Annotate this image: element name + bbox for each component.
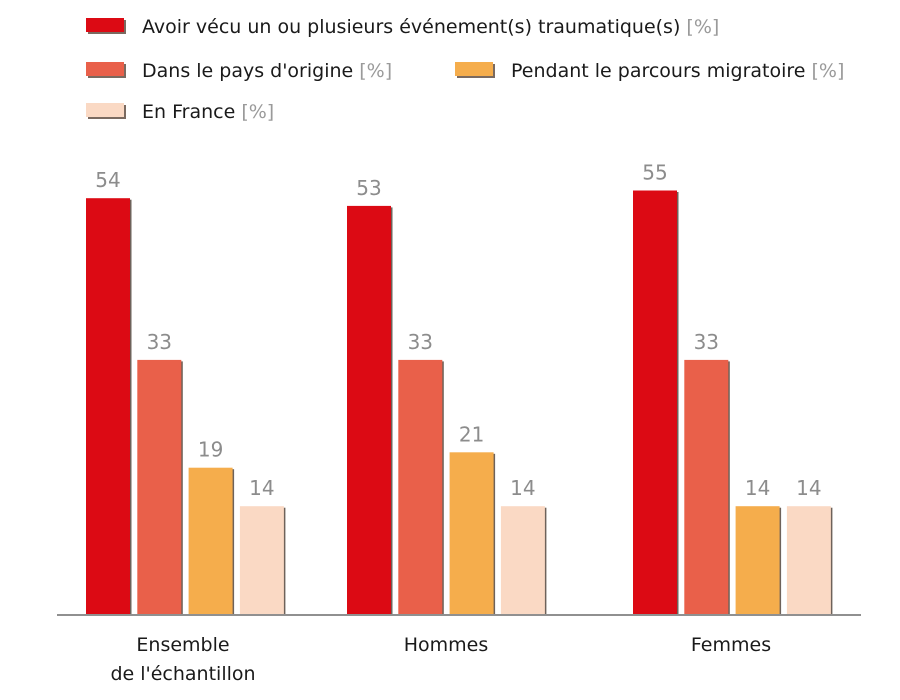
bar xyxy=(500,506,545,614)
legend-unit: [%] xyxy=(241,101,274,123)
bar xyxy=(188,467,233,614)
bar xyxy=(684,359,729,614)
bar-value-label: 14 xyxy=(249,476,274,500)
legend-item: Pendant le parcours migratoire [%] xyxy=(455,60,844,82)
bar-value-label: 33 xyxy=(147,330,172,354)
x-tick-label: de l'échantillon xyxy=(110,663,255,685)
bar-value-label: 14 xyxy=(745,476,770,500)
legend: Avoir vécu un ou plusieurs événement(s) … xyxy=(86,16,844,123)
bar xyxy=(449,452,494,614)
bar xyxy=(398,359,443,614)
bar xyxy=(86,198,130,614)
x-axis-categories: Ensemble de l'échantillon Hommes Femmes xyxy=(110,634,771,685)
value-labels: 54 33 19 14 53 33 21 14 55 33 14 14 xyxy=(95,161,821,501)
legend-item: En France [%] xyxy=(86,101,274,123)
bar-value-label: 19 xyxy=(198,438,223,462)
legend-item: Avoir vécu un ou plusieurs événement(s) … xyxy=(86,16,719,38)
x-tick-label: Femmes xyxy=(691,634,771,656)
legend-swatch xyxy=(455,62,493,76)
legend-item: Dans le pays d'origine [%] xyxy=(86,60,392,82)
legend-label: Dans le pays d'origine [%] xyxy=(142,60,392,82)
legend-unit: [%] xyxy=(359,60,392,82)
bar xyxy=(239,506,284,614)
bar-value-label: 54 xyxy=(95,168,120,192)
x-tick-label: Hommes xyxy=(404,634,489,656)
bar xyxy=(137,359,182,614)
legend-label: En France [%] xyxy=(142,101,274,123)
legend-swatch xyxy=(86,18,124,32)
legend-unit: [%] xyxy=(812,60,845,82)
bar-value-label: 55 xyxy=(642,161,667,185)
bars xyxy=(86,190,833,614)
legend-label: Pendant le parcours migratoire [%] xyxy=(511,60,844,82)
legend-swatch xyxy=(86,62,124,76)
legend-swatch xyxy=(86,103,124,117)
bar-value-label: 14 xyxy=(796,476,821,500)
legend-unit: [%] xyxy=(686,16,719,38)
bar-value-label: 33 xyxy=(408,330,433,354)
x-tick-label: Ensemble xyxy=(136,634,229,656)
bar-value-label: 21 xyxy=(459,422,484,446)
bar xyxy=(786,506,831,614)
bar xyxy=(633,190,677,614)
bar-value-label: 53 xyxy=(356,176,381,200)
bar-value-label: 33 xyxy=(694,330,719,354)
legend-label: Avoir vécu un ou plusieurs événement(s) … xyxy=(142,16,719,38)
bar xyxy=(735,506,780,614)
bar xyxy=(347,205,391,614)
bar-value-label: 14 xyxy=(510,476,535,500)
